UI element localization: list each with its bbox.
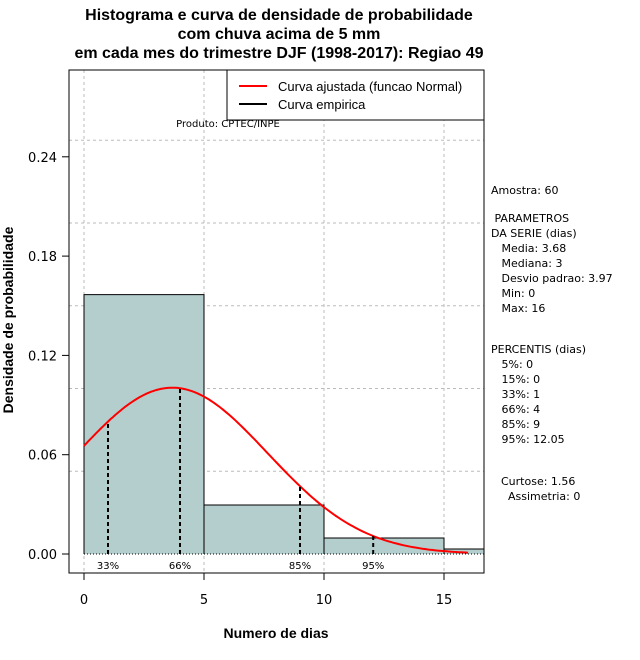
histogram-bar <box>324 537 444 554</box>
y-tick-label: 0.00 <box>28 548 57 563</box>
percentile-label: 66% <box>169 561 191 572</box>
x-tick-label: 0 <box>80 593 88 608</box>
normal-curve <box>83 386 469 554</box>
legend-box <box>226 69 485 121</box>
credit-text: Produto: CPTEC/INPE <box>176 119 280 130</box>
percentile-label: 85% <box>289 561 311 572</box>
chart-title-line: Histograma e curva de densidade de proba… <box>85 7 473 24</box>
y-tick-label: 0.24 <box>28 151 57 166</box>
x-axis-label: Numero de dias <box>223 625 328 641</box>
percentile-label: 95% <box>362 561 384 572</box>
y-tick-label: 0.12 <box>28 349 57 364</box>
x-tick-label: 10 <box>316 593 333 608</box>
y-tick-label: 0.06 <box>28 449 57 464</box>
series-parameters: PARAMETROS DA SERIE (dias) Media: 3.68 M… <box>491 212 613 315</box>
histogram-bar-outline <box>83 294 205 554</box>
percentiles: PERCENTIS (dias) 5%: 0 15%: 0 33%: 1 66%… <box>491 343 587 446</box>
y-axis-label: Densidade de probabilidade <box>0 226 16 413</box>
chart-title-line: em cada mes do trimestre DJF (1998-2017)… <box>74 45 483 62</box>
sample-size: Amostra: 60 <box>491 184 559 197</box>
histogram-bar <box>204 505 324 554</box>
kurtosis-skewness: Curtose: 1.56 Assimetria: 0 <box>501 475 581 503</box>
percentile-label: 33% <box>97 561 119 572</box>
legend-label: Curva empirica <box>278 97 366 112</box>
histogram-bar-outline <box>323 537 445 554</box>
histogram-bar-outline <box>203 504 325 554</box>
x-tick-label: 15 <box>436 593 453 608</box>
chart-title-line: com chuva acima de 5 mm <box>178 26 381 43</box>
x-tick-label: 5 <box>200 593 208 608</box>
histogram-bar <box>84 294 204 554</box>
y-tick-label: 0.18 <box>28 250 57 265</box>
legend-label: Curva ajustada (funcao Normal) <box>278 79 462 94</box>
